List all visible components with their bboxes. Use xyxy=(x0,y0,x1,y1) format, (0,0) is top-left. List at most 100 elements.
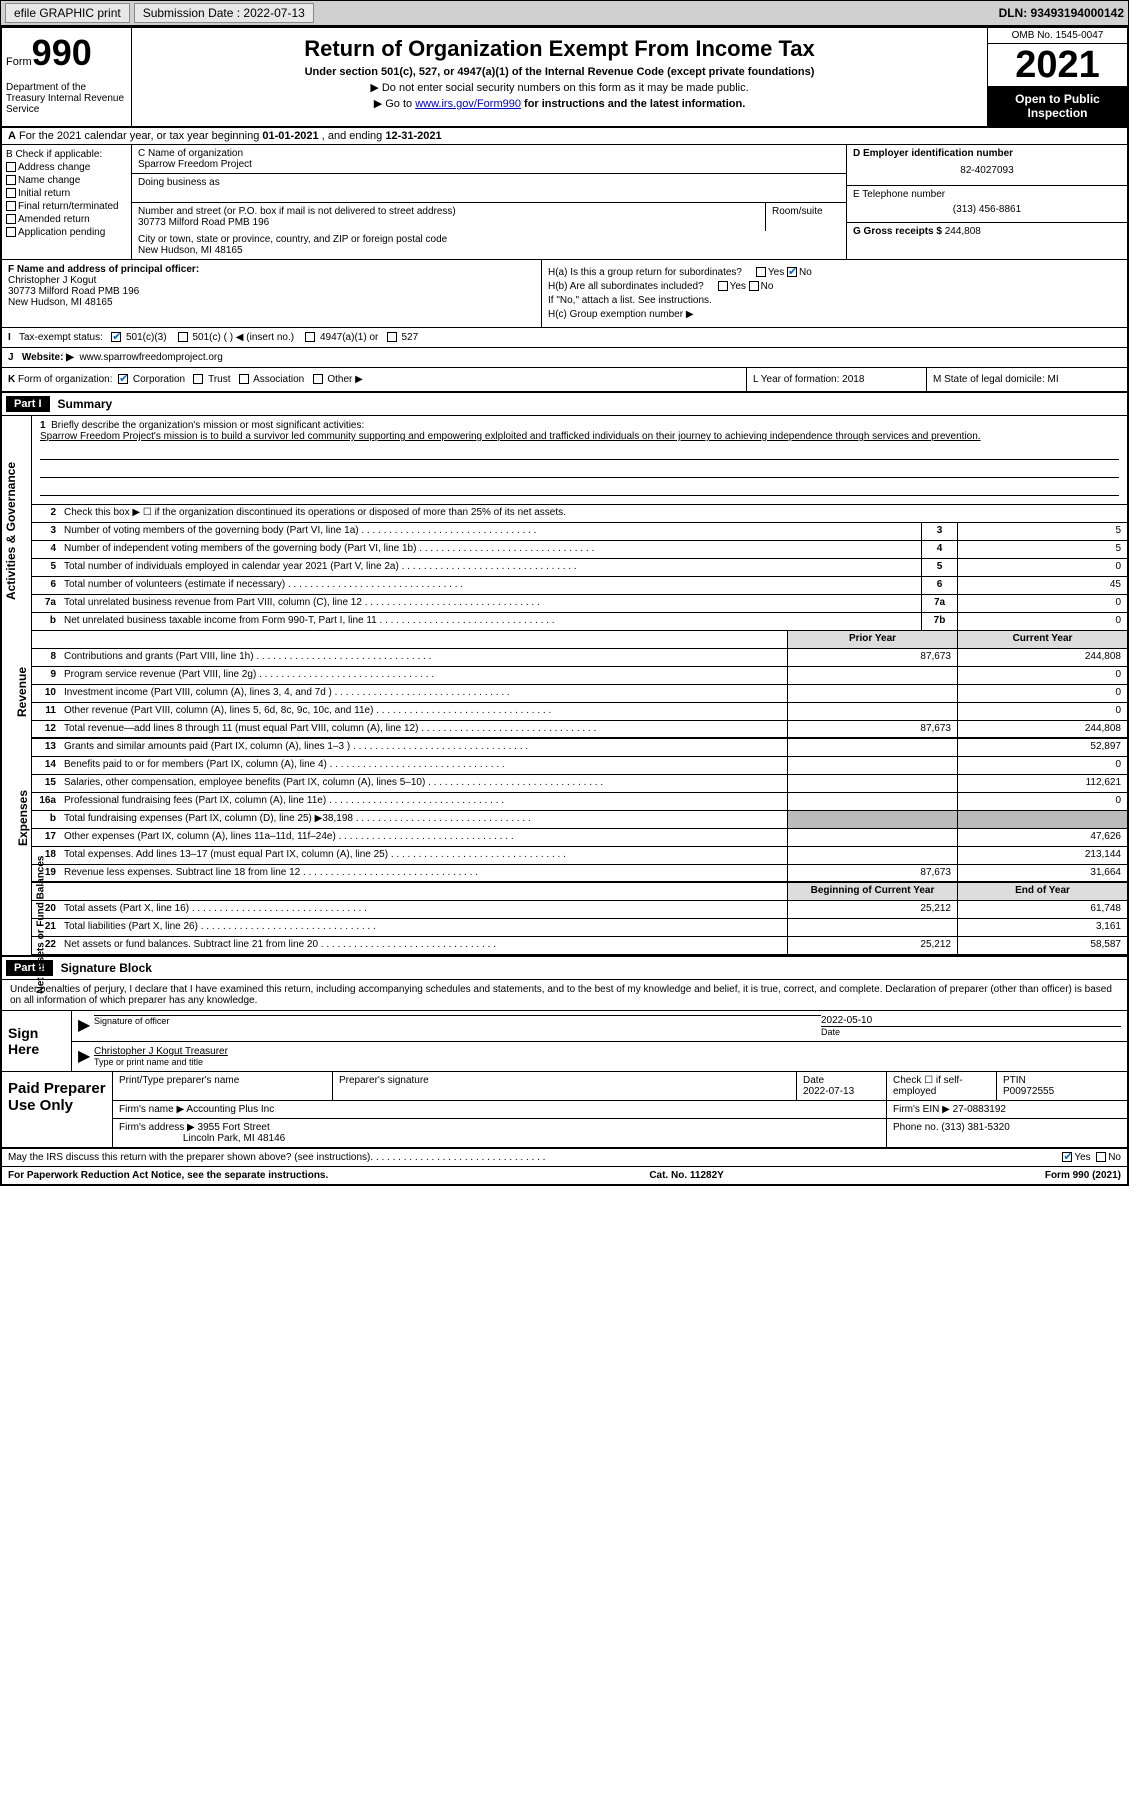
chk-527[interactable] xyxy=(387,332,397,342)
section-fh: F Name and address of principal officer:… xyxy=(2,260,1127,328)
table-row: 6Total number of volunteers (estimate if… xyxy=(32,577,1127,595)
chk-assoc[interactable] xyxy=(239,374,249,384)
row-a-date2: 12-31-2021 xyxy=(385,130,441,142)
chk-amended[interactable]: Amended return xyxy=(6,214,127,225)
chk-initial-return[interactable]: Initial return xyxy=(6,188,127,199)
hb-note: If "No," attach a list. See instructions… xyxy=(548,295,1121,306)
prep-date-value: 2022-07-13 xyxy=(803,1086,854,1097)
firm-addr-label: Firm's address ▶ xyxy=(119,1122,195,1133)
table-row: 3Number of voting members of the governi… xyxy=(32,523,1127,541)
prep-row1: Print/Type preparer's name Preparer's si… xyxy=(113,1072,1127,1101)
gross-label: G Gross receipts $ xyxy=(853,226,945,237)
chk-other[interactable] xyxy=(313,374,323,384)
table-row: 16aProfessional fundraising fees (Part I… xyxy=(32,793,1127,811)
irs-link[interactable]: www.irs.gov/Form990 xyxy=(415,98,521,110)
part1-header: Part I xyxy=(6,396,50,412)
part2-header-row: Part II Signature Block xyxy=(2,957,1127,980)
dba-row: Doing business as xyxy=(132,174,846,203)
city-row: City or town, state or province, country… xyxy=(132,231,846,259)
form-number: 990 xyxy=(32,32,92,73)
firm-name-value: Accounting Plus Inc xyxy=(186,1104,274,1115)
col-b-checkboxes: B Check if applicable: Address change Na… xyxy=(2,145,132,259)
form-title: Return of Organization Exempt From Incom… xyxy=(140,36,979,62)
row-a-date1: 01-01-2021 xyxy=(262,130,318,142)
phone-value: (313) 456-8861 xyxy=(853,200,1121,219)
chk-4947[interactable] xyxy=(305,332,315,342)
table-row: 14Benefits paid to or for members (Part … xyxy=(32,757,1127,775)
chk-corp[interactable] xyxy=(118,374,128,384)
phone-label: E Telephone number xyxy=(853,189,1121,200)
org-name-row: C Name of organization Sparrow Freedom P… xyxy=(132,145,846,174)
chk-final-return[interactable]: Final return/terminated xyxy=(6,201,127,212)
chk-address-change[interactable]: Address change xyxy=(6,162,127,173)
row-k-form-org: K Form of organization: Corporation Trus… xyxy=(2,368,747,391)
prep-check-label: Check ☐ if self-employed xyxy=(887,1072,997,1100)
part2-title: Signature Block xyxy=(53,959,160,977)
row-j-website: J Website: ▶ www.sparrowfreedomproject.o… xyxy=(2,348,1127,368)
mission-text: Sparrow Freedom Project's mission is to … xyxy=(40,431,981,442)
officer-name: Christopher J Kogut xyxy=(8,275,535,286)
arrow-icon: ▶ xyxy=(78,1046,94,1067)
prep-row3: Firm's address ▶ 3955 Fort Street Lincol… xyxy=(113,1119,1127,1147)
side-revenue: Revenue xyxy=(2,631,32,739)
department-label: Department of the Treasury Internal Reve… xyxy=(6,82,127,115)
chk-app-pending[interactable]: Application pending xyxy=(6,227,127,238)
header-right: OMB No. 1545-0047 2021 Open to Public In… xyxy=(987,28,1127,126)
side-net-assets: Net Assets or Fund Balances xyxy=(2,883,32,955)
row-j-label: J xyxy=(8,352,14,363)
prep-name-label: Print/Type preparer's name xyxy=(113,1072,333,1100)
chk-501c3[interactable] xyxy=(111,332,121,342)
row-m-state: M State of legal domicile: MI xyxy=(927,368,1127,391)
chk-discuss-yes[interactable] xyxy=(1062,1152,1072,1162)
side-expenses: Expenses xyxy=(2,739,32,883)
table-row: 22Net assets or fund balances. Subtract … xyxy=(32,937,1127,955)
officer-addr2: New Hudson, MI 48165 xyxy=(8,297,535,308)
chk-discuss-no[interactable] xyxy=(1096,1152,1106,1162)
top-toolbar: efile GRAPHIC print Submission Date : 20… xyxy=(0,0,1129,26)
chk-501c[interactable] xyxy=(178,332,188,342)
chk-name-change[interactable]: Name change xyxy=(6,175,127,186)
arrow-icon: ▶ xyxy=(78,1015,94,1037)
form-990-container: Form990 Department of the Treasury Inter… xyxy=(0,26,1129,1186)
table-row: 12Total revenue—add lines 8 through 11 (… xyxy=(32,721,1127,739)
revenue-section: Revenue Prior Year Current Year 8Contrib… xyxy=(2,631,1127,739)
table-row: 4Number of independent voting members of… xyxy=(32,541,1127,559)
note2-pre: ▶ Go to xyxy=(374,98,415,110)
discuss-row: May the IRS discuss this return with the… xyxy=(2,1149,1127,1167)
firm-addr1: 3955 Fort Street xyxy=(198,1122,270,1133)
phone-row: E Telephone number (313) 456-8861 xyxy=(847,186,1127,223)
col-end-year: End of Year xyxy=(957,883,1127,900)
table-row: bNet unrelated business taxable income f… xyxy=(32,613,1127,631)
side-gov-text: Activities & Governance xyxy=(4,461,18,599)
ptin-label: PTIN xyxy=(1003,1075,1026,1086)
officer-addr1: 30773 Milford Road PMB 196 xyxy=(8,286,535,297)
sig-date-label: Date xyxy=(821,1026,1121,1037)
form-word: Form xyxy=(6,56,32,68)
submission-date-label: Submission Date : 2022-07-13 xyxy=(134,3,314,23)
opt-other: Other ▶ xyxy=(327,374,362,385)
col-prior-year: Prior Year xyxy=(787,631,957,648)
sig-name-label: Type or print name and title xyxy=(94,1057,1121,1067)
row-a-mid: , and ending xyxy=(319,130,386,142)
col-d-ein-phone: D Employer identification number 82-4027… xyxy=(847,145,1127,259)
efile-print-button[interactable]: efile GRAPHIC print xyxy=(5,3,130,23)
table-row: 17Other expenses (Part IX, column (A), l… xyxy=(32,829,1127,847)
note-website: ▶ Go to www.irs.gov/Form990 for instruct… xyxy=(140,97,979,110)
paperwork-notice: For Paperwork Reduction Act Notice, see … xyxy=(8,1170,328,1181)
sig-officer-label: Signature of officer xyxy=(94,1015,821,1026)
firm-name-label: Firm's name ▶ xyxy=(119,1104,184,1115)
table-row: bTotal fundraising expenses (Part IX, co… xyxy=(32,811,1127,829)
col-f-officer: F Name and address of principal officer:… xyxy=(2,260,542,327)
org-name-label: C Name of organization xyxy=(138,148,840,159)
table-row: 13Grants and similar amounts paid (Part … xyxy=(32,739,1127,757)
row-i-text: Tax-exempt status: xyxy=(19,332,103,343)
row-k-label: K xyxy=(8,374,15,385)
side-governance: Activities & Governance xyxy=(2,416,32,631)
footer-row: For Paperwork Reduction Act Notice, see … xyxy=(2,1167,1127,1184)
expenses-section: Expenses 13Grants and similar amounts pa… xyxy=(2,739,1127,883)
col-begin-year: Beginning of Current Year xyxy=(787,883,957,900)
officer-label: F Name and address of principal officer: xyxy=(8,264,199,275)
sig-officer-line: ▶ Signature of officer 2022-05-10 Date xyxy=(72,1011,1127,1042)
net-header-row: Beginning of Current Year End of Year xyxy=(32,883,1127,901)
chk-trust[interactable] xyxy=(193,374,203,384)
